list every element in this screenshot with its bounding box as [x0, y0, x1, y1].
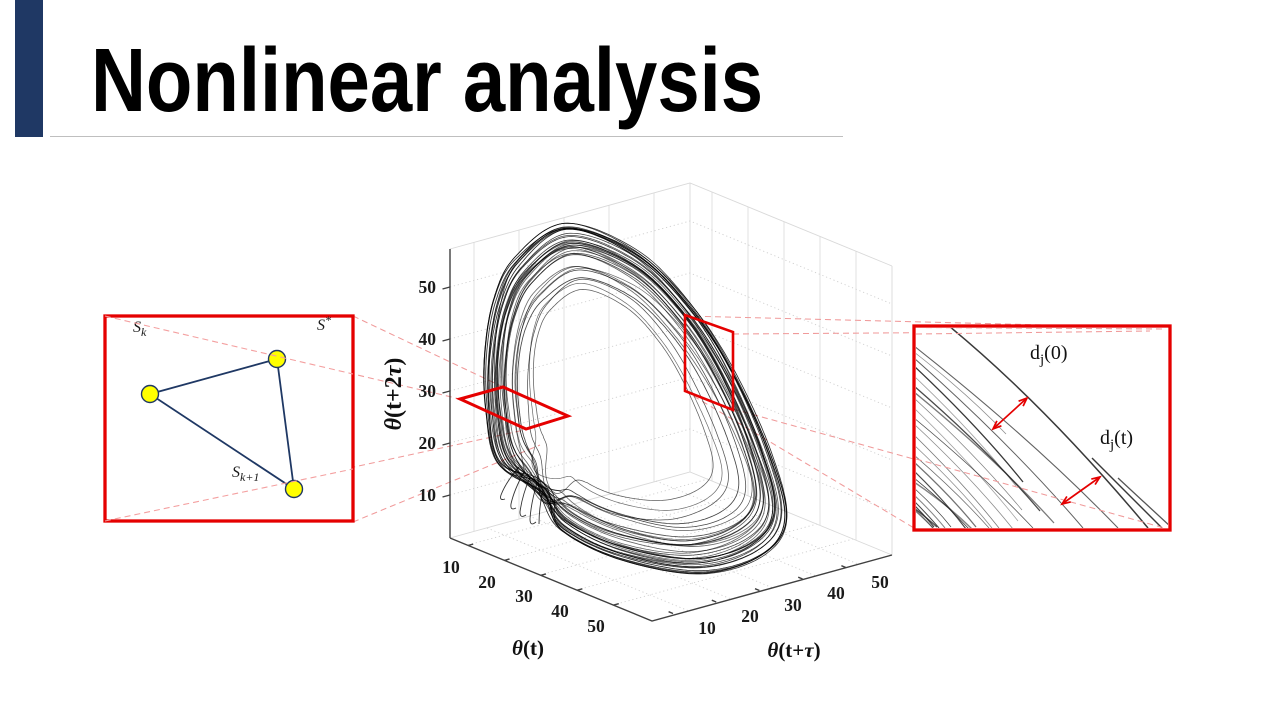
svg-text:40: 40: [419, 329, 437, 349]
svg-text:40: 40: [827, 583, 845, 603]
svg-text:50: 50: [871, 572, 889, 592]
svg-text:30: 30: [515, 586, 533, 606]
svg-text:dj(t): dj(t): [1100, 427, 1133, 453]
svg-text:θ(t+τ): θ(t+τ): [767, 638, 820, 662]
svg-text:θ(t+2τ): θ(t+2τ): [381, 358, 407, 431]
svg-text:10: 10: [442, 557, 460, 577]
svg-text:θ(t): θ(t): [512, 636, 544, 660]
svg-text:10: 10: [419, 485, 437, 505]
svg-text:20: 20: [478, 572, 496, 592]
svg-text:20: 20: [419, 433, 437, 453]
svg-text:50: 50: [587, 616, 605, 636]
svg-text:40: 40: [551, 601, 569, 621]
svg-text:20: 20: [741, 606, 759, 626]
svg-text:dj(0): dj(0): [1030, 342, 1068, 368]
svg-text:50: 50: [419, 277, 437, 297]
svg-text:30: 30: [419, 381, 437, 401]
svg-text:10: 10: [698, 618, 716, 638]
svg-text:30: 30: [784, 595, 802, 615]
